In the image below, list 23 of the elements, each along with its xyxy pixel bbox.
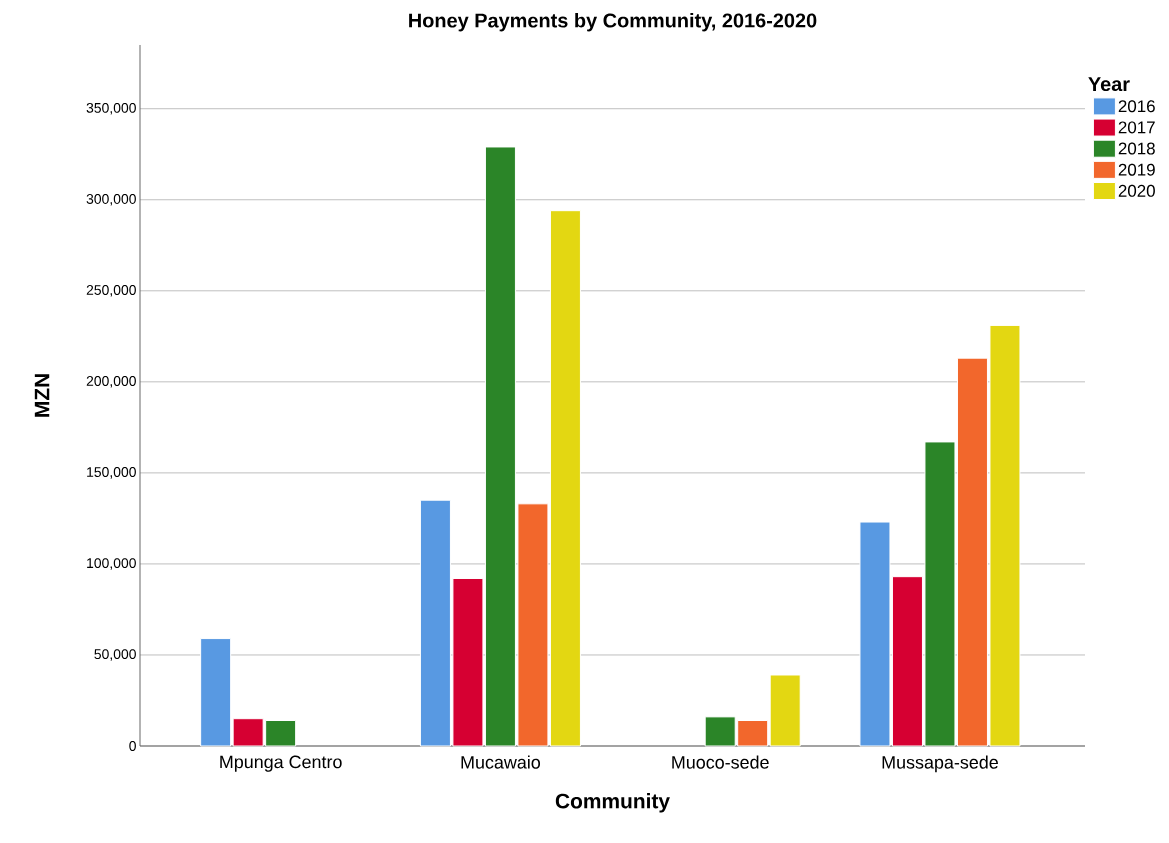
x-tick-label: Mucawaio: [461, 755, 541, 769]
y-tick-label: 100,000: [87, 558, 136, 570]
x-tick-label: Mussapa-sede: [882, 755, 998, 773]
legend-label: 2019: [1118, 163, 1155, 176]
y-tick-label: 300,000: [86, 193, 136, 206]
legend-label: 2018: [1118, 142, 1155, 155]
y-tick-label: 0: [129, 741, 136, 751]
bar: [769, 674, 801, 747]
y-tick-label: 200,000: [86, 376, 136, 388]
y-tick-label: 50,000: [94, 649, 136, 661]
x-axis-title: Community: [555, 793, 670, 813]
legend-label: 2016: [1118, 100, 1155, 113]
x-tick-label: Muoco-sede: [672, 755, 769, 769]
y-tick-label: 250,000: [86, 285, 136, 297]
bar: [200, 638, 232, 747]
legend-label: 2017: [1118, 121, 1155, 134]
y-tick-label: 350,000: [86, 102, 136, 115]
x-tick-label: Mpunga Centro: [220, 755, 342, 772]
y-tick-label: 150,000: [87, 467, 136, 479]
legend-label: 2020: [1118, 184, 1155, 197]
legend-title: Year: [1088, 77, 1130, 92]
chart-title: Honey Payments by Community, 2016-2020: [409, 12, 817, 32]
y-axis-title: MZN: [34, 374, 50, 417]
